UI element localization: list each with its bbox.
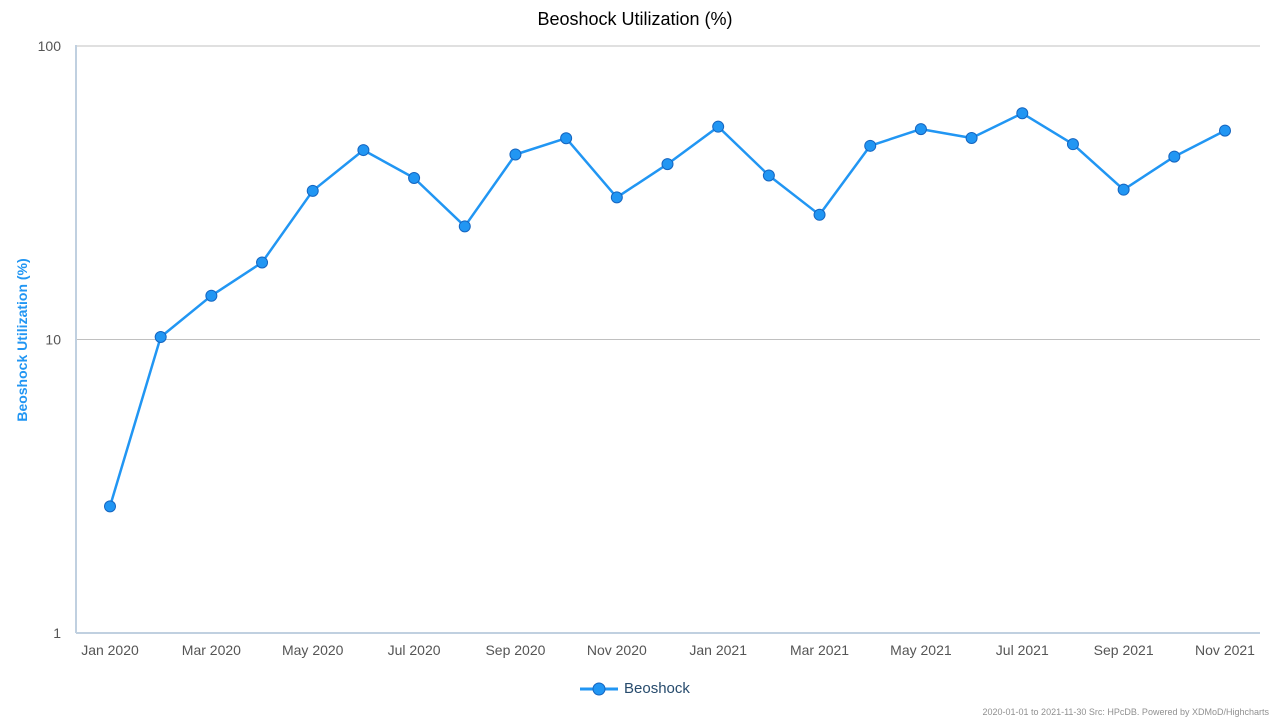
data-point-2020-09[interactable] [509, 148, 522, 161]
data-point-2021-04[interactable] [864, 139, 877, 152]
data-point-2020-12[interactable] [661, 158, 674, 171]
data-point-2021-06[interactable] [965, 131, 978, 144]
x-tick-label-2020-03: Mar 2020 [182, 642, 241, 658]
y-tick-label-100: 100 [38, 38, 62, 54]
y-axis-label: Beoshock Utilization (%) [14, 258, 30, 421]
data-point-2020-08[interactable] [458, 220, 471, 233]
x-tick-label-2020-01: Jan 2020 [81, 642, 139, 658]
y-tick-label-1: 1 [53, 625, 61, 641]
x-tick-label-2021-01: Jan 2021 [689, 642, 747, 658]
x-tick-label-2020-09: Sep 2020 [485, 642, 545, 658]
data-point-2021-10[interactable] [1168, 150, 1181, 163]
data-point-2020-07[interactable] [408, 172, 421, 185]
x-tick-label-2021-11: Nov 2021 [1195, 642, 1255, 658]
x-tick-label-2021-07: Jul 2021 [996, 642, 1049, 658]
data-point-2021-11[interactable] [1219, 124, 1231, 137]
series-line-beoshock [108, 112, 1226, 507]
data-point-2021-09[interactable] [1117, 183, 1130, 196]
x-tick-labels: Jan 2020 Mar 2020 May 2020 Jul 2020 Sep 2020… [81, 642, 1255, 658]
legend-label-beoshock[interactable]: Beoshock [624, 680, 690, 697]
data-point-2020-03[interactable] [205, 289, 218, 302]
data-point-2021-07[interactable] [1016, 107, 1029, 120]
legend-marker-swatch [592, 682, 606, 696]
series-line [108, 112, 1226, 507]
data-point-2020-04[interactable] [256, 256, 269, 269]
x-tick-label-2021-05: May 2021 [890, 642, 952, 658]
chart-title: Beoshock Utilization (%) [537, 9, 732, 29]
data-point-2020-02[interactable] [154, 330, 167, 343]
y-tick-labels: 1 10 100 [38, 38, 62, 641]
axes [75, 45, 1260, 634]
data-point-2020-10[interactable] [560, 132, 573, 145]
data-point-2021-02[interactable] [762, 169, 775, 182]
data-point-2021-08[interactable] [1066, 138, 1079, 151]
x-tick-label-2020-07: Jul 2020 [388, 642, 441, 658]
data-point-2020-01[interactable] [104, 500, 116, 513]
legend[interactable]: Beoshock [580, 680, 690, 697]
data-point-2021-01[interactable] [712, 120, 725, 133]
data-point-2020-05[interactable] [306, 184, 319, 197]
grid-lines [76, 45, 1260, 340]
data-point-2020-11[interactable] [610, 191, 623, 204]
x-tick-label-2021-09: Sep 2021 [1094, 642, 1154, 658]
data-point-2021-03[interactable] [813, 208, 826, 221]
x-tick-label-2021-03: Mar 2021 [790, 642, 849, 658]
data-point-2021-05[interactable] [914, 123, 927, 136]
x-tick-label-2020-05: May 2020 [282, 642, 344, 658]
series-points [104, 107, 1231, 513]
x-tick-label-2020-11: Nov 2020 [587, 642, 647, 658]
y-tick-label-10: 10 [45, 332, 61, 348]
data-point-2020-06[interactable] [357, 144, 370, 157]
chart-credits: 2020-01-01 to 2021-11-30 Src: HPcDB. Pow… [983, 707, 1270, 717]
